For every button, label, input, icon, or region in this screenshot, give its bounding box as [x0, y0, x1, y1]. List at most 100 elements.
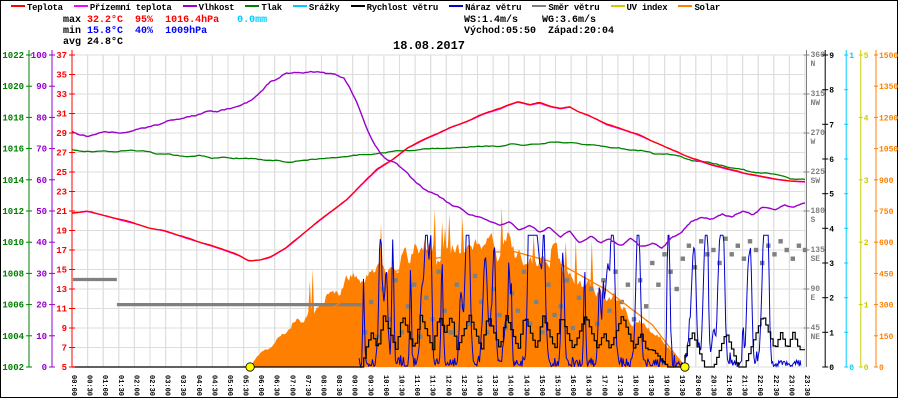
svg-text:25: 25	[56, 168, 67, 178]
svg-text:1350: 1350	[879, 83, 898, 92]
svg-text:17:00: 17:00	[599, 375, 607, 396]
svg-text:7: 7	[829, 121, 834, 130]
svg-text:15: 15	[56, 266, 67, 276]
svg-text:4: 4	[829, 225, 834, 234]
svg-text:05:30: 05:30	[241, 375, 249, 396]
svg-text:19:30: 19:30	[677, 375, 685, 396]
svg-text:45: 45	[811, 324, 821, 333]
svg-text:1: 1	[849, 52, 854, 61]
svg-text:450: 450	[879, 270, 894, 279]
svg-text:10: 10	[36, 332, 47, 342]
svg-text:E: E	[811, 294, 816, 303]
svg-text:00:00: 00:00	[69, 375, 77, 396]
svg-text:20:30: 20:30	[708, 375, 716, 396]
svg-text:13: 13	[56, 285, 67, 295]
svg-text:9: 9	[829, 52, 834, 61]
svg-text:27: 27	[56, 149, 67, 159]
svg-text:0: 0	[849, 364, 854, 373]
svg-text:0: 0	[879, 364, 884, 373]
svg-text:29: 29	[56, 129, 67, 139]
svg-text:22:00: 22:00	[755, 375, 763, 396]
svg-text:90: 90	[811, 285, 821, 294]
svg-text:1: 1	[829, 329, 834, 338]
svg-text:31: 31	[56, 110, 67, 120]
svg-text:23:30: 23:30	[802, 375, 810, 396]
svg-text:750: 750	[879, 208, 894, 217]
svg-text:08:30: 08:30	[334, 375, 342, 396]
svg-text:19:00: 19:00	[662, 375, 670, 396]
svg-text:40: 40	[36, 238, 47, 248]
svg-text:1008: 1008	[2, 269, 24, 279]
svg-text:0: 0	[829, 364, 834, 373]
svg-text:06:00: 06:00	[256, 375, 264, 396]
svg-text:7: 7	[62, 344, 67, 354]
svg-text:10:30: 10:30	[397, 375, 405, 396]
svg-text:5: 5	[829, 191, 834, 200]
svg-text:14:30: 14:30	[521, 375, 529, 396]
svg-text:270: 270	[811, 129, 826, 138]
svg-text:50: 50	[36, 207, 47, 217]
svg-text:03:00: 03:00	[163, 375, 171, 396]
svg-text:5: 5	[864, 52, 869, 61]
svg-text:11:00: 11:00	[412, 375, 420, 396]
svg-text:35: 35	[56, 71, 67, 81]
svg-text:315: 315	[811, 90, 826, 99]
svg-text:100: 100	[31, 51, 47, 61]
svg-text:22:30: 22:30	[771, 375, 779, 396]
svg-text:16:30: 16:30	[584, 375, 592, 396]
svg-text:07:30: 07:30	[303, 375, 311, 396]
svg-text:20:00: 20:00	[693, 375, 701, 396]
svg-text:23: 23	[56, 188, 67, 198]
svg-text:21: 21	[56, 207, 67, 217]
svg-text:150: 150	[879, 333, 894, 342]
svg-text:23:00: 23:00	[786, 375, 794, 396]
svg-text:1004: 1004	[2, 332, 24, 342]
svg-text:1022: 1022	[2, 51, 24, 61]
svg-text:1050: 1050	[879, 146, 898, 155]
svg-text:2: 2	[829, 295, 834, 304]
svg-text:13:30: 13:30	[490, 375, 498, 396]
svg-text:5: 5	[62, 363, 67, 373]
svg-text:02:00: 02:00	[131, 375, 139, 396]
svg-text:1002: 1002	[2, 363, 24, 373]
svg-text:09:30: 09:30	[365, 375, 373, 396]
svg-text:03:30: 03:30	[178, 375, 186, 396]
svg-text:NW: NW	[811, 99, 821, 108]
svg-text:900: 900	[879, 177, 894, 186]
svg-text:1014: 1014	[2, 176, 24, 186]
svg-text:20: 20	[36, 301, 47, 311]
svg-text:8: 8	[829, 87, 834, 96]
svg-text:30: 30	[36, 269, 47, 279]
svg-text:11:30: 11:30	[428, 375, 436, 396]
svg-text:80: 80	[36, 113, 47, 123]
svg-text:180: 180	[811, 207, 826, 216]
svg-text:19: 19	[56, 227, 67, 237]
svg-text:21:00: 21:00	[724, 375, 732, 396]
svg-text:06:30: 06:30	[272, 375, 280, 396]
svg-text:04:00: 04:00	[194, 375, 202, 396]
svg-text:01:30: 01:30	[116, 375, 124, 396]
svg-text:12:00: 12:00	[443, 375, 451, 396]
svg-text:1018: 1018	[2, 113, 24, 123]
svg-text:NE: NE	[811, 333, 821, 342]
svg-text:10:00: 10:00	[381, 375, 389, 396]
svg-text:SW: SW	[811, 177, 821, 186]
svg-text:21:30: 21:30	[740, 375, 748, 396]
svg-text:04:30: 04:30	[209, 375, 217, 396]
svg-text:37: 37	[56, 51, 67, 61]
svg-text:2: 2	[864, 239, 869, 248]
svg-text:4: 4	[864, 114, 869, 123]
svg-text:18:00: 18:00	[630, 375, 638, 396]
svg-text:1: 1	[864, 302, 869, 311]
svg-text:1010: 1010	[2, 238, 24, 248]
svg-text:0: 0	[42, 363, 47, 373]
svg-text:11: 11	[56, 305, 67, 315]
svg-text:3: 3	[864, 177, 869, 186]
svg-text:1020: 1020	[2, 82, 24, 92]
svg-text:0: 0	[864, 364, 869, 373]
svg-text:1016: 1016	[2, 145, 24, 155]
svg-text:225: 225	[811, 168, 826, 177]
svg-text:02:30: 02:30	[147, 375, 155, 396]
svg-text:135: 135	[811, 246, 826, 255]
svg-text:01:00: 01:00	[100, 375, 108, 396]
